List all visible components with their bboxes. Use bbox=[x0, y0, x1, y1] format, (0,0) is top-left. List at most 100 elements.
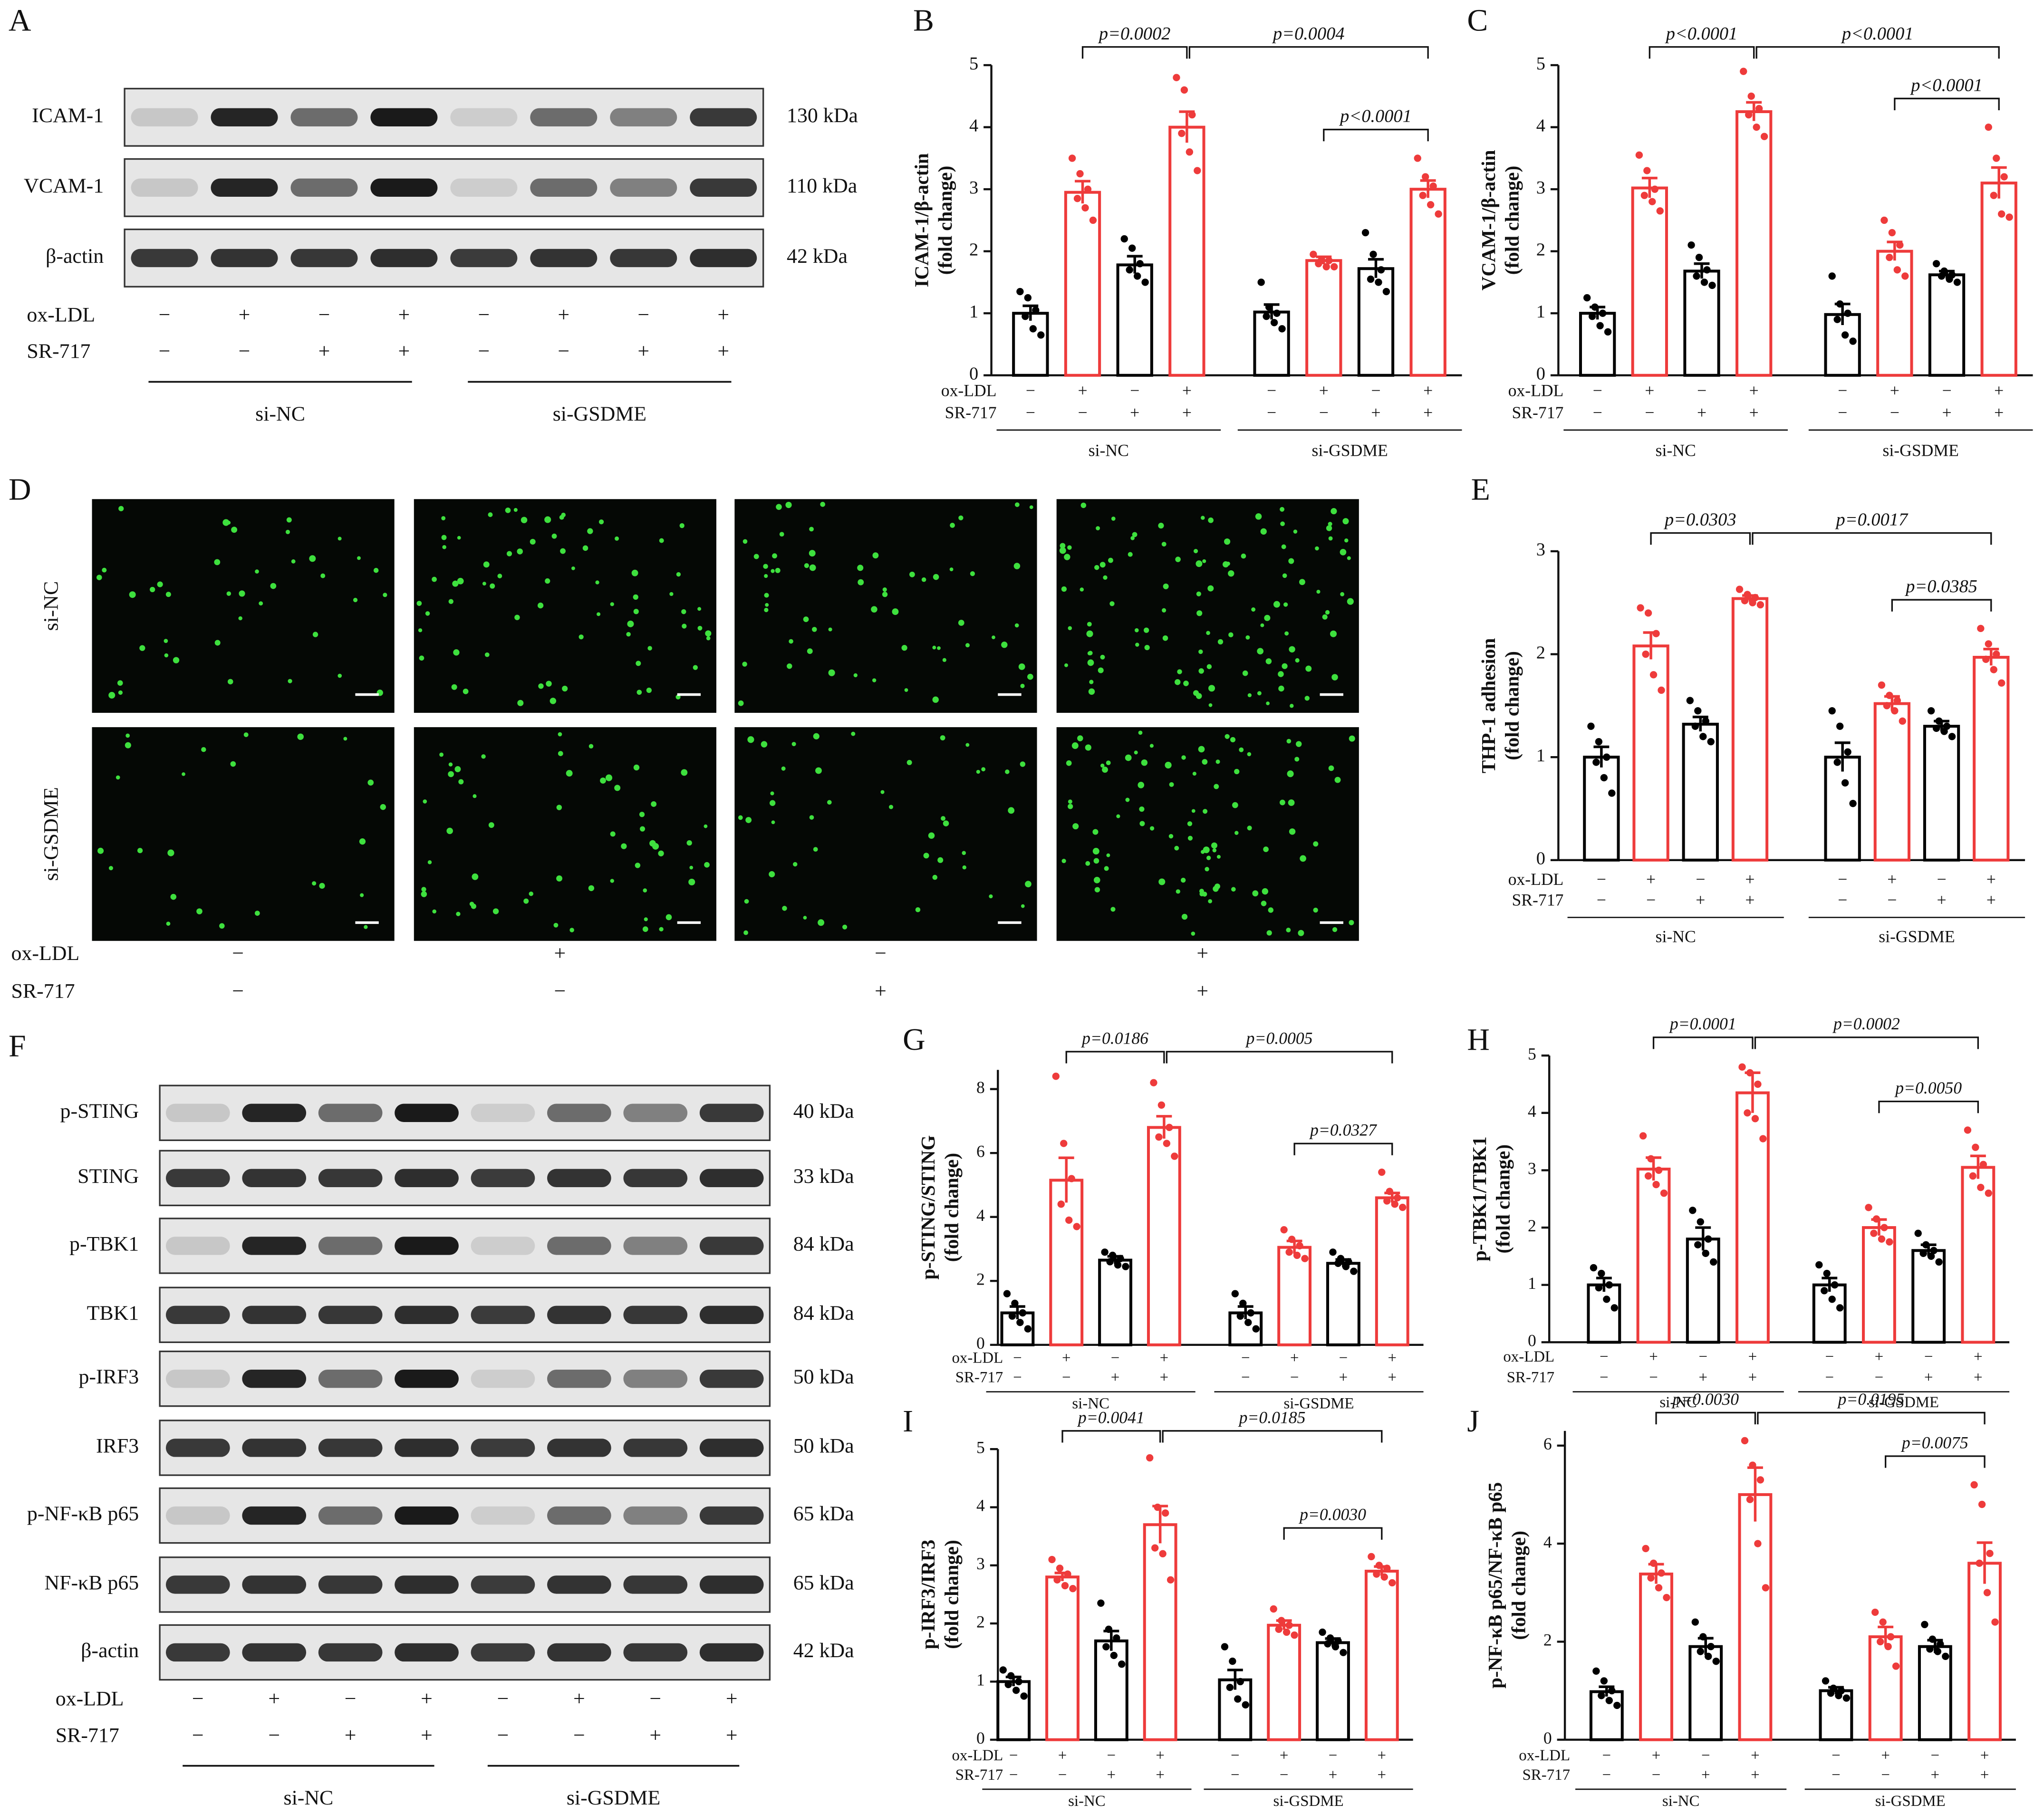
cell-dot bbox=[882, 592, 888, 597]
data-point bbox=[1985, 640, 1992, 648]
error-bar bbox=[1022, 304, 1039, 321]
blot-band bbox=[370, 178, 438, 197]
data-point bbox=[1105, 1625, 1113, 1633]
cell-dot bbox=[182, 772, 185, 776]
blot-band bbox=[165, 1169, 230, 1188]
cell-dot bbox=[921, 577, 926, 582]
treatment-sign: − bbox=[1937, 870, 1947, 889]
cell-dot bbox=[457, 577, 464, 585]
data-point bbox=[1322, 263, 1330, 270]
treatment-sign: − bbox=[478, 340, 490, 363]
cell-dot bbox=[1207, 585, 1214, 592]
cell-dot bbox=[1180, 877, 1186, 883]
data-point bbox=[1649, 198, 1656, 205]
cell-dot bbox=[1284, 631, 1289, 636]
data-point bbox=[1651, 185, 1658, 193]
cell-dot bbox=[560, 548, 566, 554]
cell-dot bbox=[787, 663, 792, 669]
cell-dot bbox=[312, 632, 318, 637]
significance-bracket bbox=[1754, 1037, 1979, 1049]
data-point bbox=[1878, 1235, 1886, 1243]
cell-dot bbox=[1201, 516, 1205, 520]
y-tick-label: 1 bbox=[969, 302, 978, 322]
y-axis-label: (fold change) bbox=[940, 1153, 963, 1262]
blot-label: β-actin bbox=[46, 245, 104, 268]
cell-dot bbox=[1226, 561, 1230, 566]
cell-dot bbox=[102, 567, 107, 573]
cell-dot bbox=[1094, 887, 1100, 893]
data-point bbox=[1133, 272, 1141, 280]
p-value: p=0.0002 bbox=[1098, 24, 1171, 44]
data-point bbox=[1749, 1461, 1756, 1469]
cell-dot bbox=[1021, 904, 1025, 908]
data-point bbox=[1953, 278, 1961, 286]
blot-band bbox=[690, 249, 757, 268]
cell-dot bbox=[488, 822, 494, 828]
cell-dot bbox=[553, 922, 559, 928]
data-point bbox=[1699, 733, 1707, 740]
cell-dot bbox=[482, 582, 486, 585]
cell-dot bbox=[1191, 931, 1196, 936]
cell-dot bbox=[681, 609, 686, 614]
data-point bbox=[1109, 1251, 1117, 1259]
cell-dot bbox=[827, 800, 832, 805]
significance-bracket bbox=[1065, 1051, 1165, 1064]
cell-dot bbox=[1085, 861, 1090, 866]
data-point bbox=[1978, 1500, 1986, 1508]
p-value: p=0.0185 bbox=[1238, 1408, 1306, 1427]
data-point bbox=[1136, 260, 1144, 268]
treatment-sign: + bbox=[726, 1688, 738, 1710]
cell-dot bbox=[771, 820, 775, 825]
y-axis-label: (fold change) bbox=[1507, 1531, 1530, 1640]
group-label: si-NC bbox=[1656, 927, 1696, 946]
treatment-sign: + bbox=[573, 1688, 585, 1710]
treatment-sign: − bbox=[1645, 403, 1654, 422]
blot-band bbox=[242, 1369, 307, 1388]
data-point bbox=[1368, 1553, 1375, 1561]
cell-dot bbox=[165, 592, 171, 597]
error-bar bbox=[1970, 1154, 1986, 1179]
data-point bbox=[1983, 1589, 1991, 1596]
cell-dot bbox=[1315, 546, 1319, 551]
treatment-sign: + bbox=[1649, 1348, 1658, 1365]
cell-dot bbox=[1268, 907, 1274, 913]
cell-dot bbox=[1102, 767, 1108, 773]
cell-dot bbox=[1331, 674, 1338, 681]
data-point bbox=[1319, 1628, 1326, 1636]
panel-letter: G bbox=[903, 1022, 926, 1057]
y-tick-label: 2 bbox=[1536, 643, 1545, 662]
data-point bbox=[1878, 681, 1886, 689]
bar bbox=[1636, 1167, 1671, 1344]
treatment-name: SR-717 bbox=[955, 1369, 1003, 1386]
blot-label: ICAM-1 bbox=[32, 104, 104, 127]
cell-dot bbox=[1231, 887, 1236, 892]
cell-dot bbox=[962, 851, 966, 855]
data-point bbox=[1990, 192, 1997, 199]
cell-dot bbox=[803, 916, 807, 920]
data-point bbox=[1073, 195, 1081, 202]
data-point bbox=[1157, 1101, 1166, 1109]
bar bbox=[1735, 110, 1773, 377]
cell-dot bbox=[958, 515, 964, 520]
cell-dot bbox=[853, 673, 858, 678]
cell-dot bbox=[928, 832, 935, 839]
data-point bbox=[1833, 758, 1841, 766]
cell-dot bbox=[828, 627, 832, 632]
cell-dot bbox=[214, 559, 221, 566]
cell-dot bbox=[1300, 855, 1306, 862]
cell-dot bbox=[1061, 586, 1067, 592]
cell-dot bbox=[118, 690, 123, 695]
cell-dot bbox=[1066, 760, 1072, 766]
data-point bbox=[1369, 250, 1377, 258]
cell-dot bbox=[941, 816, 946, 821]
bar bbox=[1735, 1091, 1770, 1344]
blot-band bbox=[471, 1237, 535, 1255]
data-point bbox=[1754, 1540, 1762, 1547]
cell-dot bbox=[1280, 521, 1285, 527]
data-point bbox=[1113, 1634, 1120, 1642]
cell-dot bbox=[1257, 691, 1262, 696]
treatment-sign: − bbox=[1058, 1766, 1067, 1784]
cell-dot bbox=[857, 565, 864, 571]
data-point bbox=[1394, 1194, 1401, 1202]
data-point bbox=[1600, 774, 1608, 782]
